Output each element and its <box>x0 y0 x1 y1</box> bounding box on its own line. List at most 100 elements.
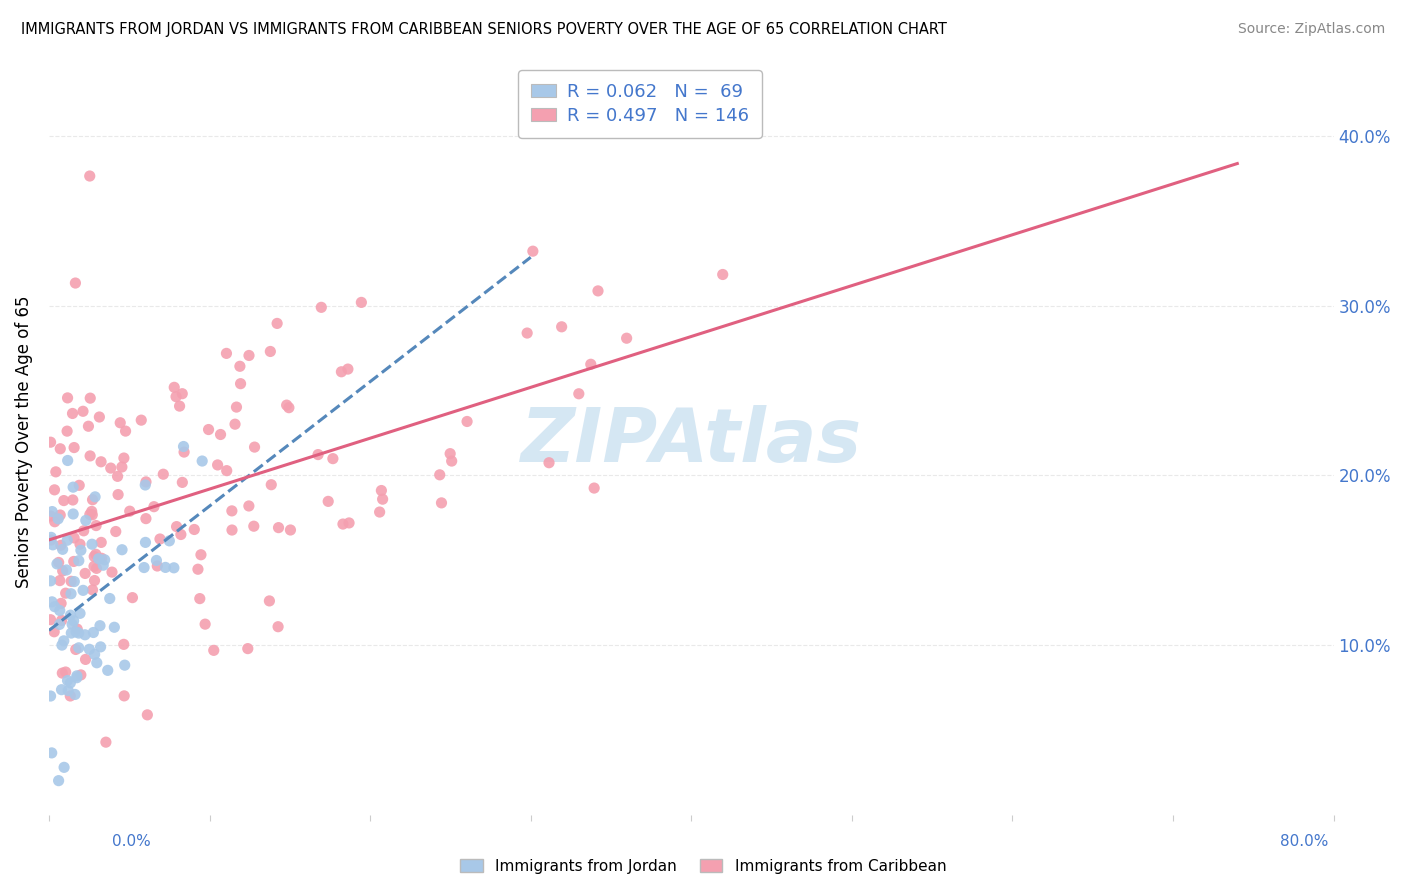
Point <box>77 419 100 434</box>
Point <box>371 492 394 507</box>
Point <box>49 508 72 522</box>
Point <box>135 511 157 525</box>
Point <box>41 746 63 760</box>
Text: IMMIGRANTS FROM JORDAN VS IMMIGRANTS FROM CARIBBEAN SENIORS POVERTY OVER THE AGE: IMMIGRANTS FROM JORDAN VS IMMIGRANTS FRO… <box>21 22 948 37</box>
Point <box>86 656 108 670</box>
Point <box>52 564 75 578</box>
Point <box>121 591 143 605</box>
Point <box>79 449 101 463</box>
Point <box>90 551 112 566</box>
Point <box>134 535 156 549</box>
Point <box>55 586 77 600</box>
Point <box>72 583 94 598</box>
Point <box>66 669 89 683</box>
Point <box>368 505 391 519</box>
Point <box>89 409 111 424</box>
Point <box>537 456 560 470</box>
Point <box>66 622 89 636</box>
Point <box>87 551 110 566</box>
Point <box>163 561 186 575</box>
Point <box>89 618 111 632</box>
Point <box>207 458 229 472</box>
Point <box>60 587 83 601</box>
Point <box>83 559 105 574</box>
Point <box>238 499 260 513</box>
Point <box>82 508 104 522</box>
Point <box>48 556 70 570</box>
Point <box>63 574 86 589</box>
Point <box>84 518 107 533</box>
Point <box>67 626 90 640</box>
Point <box>336 362 359 376</box>
Point <box>79 642 101 657</box>
Point <box>224 417 246 432</box>
Point <box>55 563 77 577</box>
Point <box>221 523 243 537</box>
Point <box>101 565 124 579</box>
Point <box>65 624 87 639</box>
Point <box>522 244 544 259</box>
Point <box>209 427 232 442</box>
Point <box>225 400 247 414</box>
Point <box>260 477 283 491</box>
Point <box>90 535 112 549</box>
Point <box>62 614 84 628</box>
Point <box>73 524 96 538</box>
Point <box>110 416 132 430</box>
Point <box>70 543 93 558</box>
Point <box>100 461 122 475</box>
Point <box>568 386 591 401</box>
Point <box>39 533 62 547</box>
Point <box>134 478 156 492</box>
Point <box>63 531 86 545</box>
Point <box>44 515 66 529</box>
Point <box>112 689 135 703</box>
Point <box>79 508 101 522</box>
Point <box>173 445 195 459</box>
Point <box>280 523 302 537</box>
Point <box>118 504 141 518</box>
Point <box>190 548 212 562</box>
Point <box>157 533 180 548</box>
Point <box>60 617 83 632</box>
Point <box>103 620 125 634</box>
Point <box>91 558 114 573</box>
Point <box>430 496 453 510</box>
Point <box>83 549 105 564</box>
Point <box>39 530 62 544</box>
Point <box>59 676 82 690</box>
Point <box>39 689 62 703</box>
Point <box>53 760 76 774</box>
Point <box>166 519 188 533</box>
Point <box>316 494 339 508</box>
Point <box>39 574 62 588</box>
Point <box>80 537 103 551</box>
Point <box>52 633 75 648</box>
Point <box>59 689 82 703</box>
Point <box>107 487 129 501</box>
Point <box>72 404 94 418</box>
Point <box>311 301 333 315</box>
Point <box>550 319 572 334</box>
Point <box>236 641 259 656</box>
Point <box>51 682 73 697</box>
Point <box>146 559 169 574</box>
Point <box>49 574 72 588</box>
Point <box>330 365 353 379</box>
Point <box>83 648 105 662</box>
Point <box>39 435 62 450</box>
Point <box>63 688 86 702</box>
Point <box>429 467 451 482</box>
Point <box>135 475 157 489</box>
Point <box>62 554 84 568</box>
Point <box>62 493 84 508</box>
Point <box>197 423 219 437</box>
Point <box>52 493 75 508</box>
Point <box>111 460 134 475</box>
Point <box>267 620 290 634</box>
Point <box>114 424 136 438</box>
Point <box>215 346 238 360</box>
Point <box>350 295 373 310</box>
Point <box>62 507 84 521</box>
Point <box>51 638 73 652</box>
